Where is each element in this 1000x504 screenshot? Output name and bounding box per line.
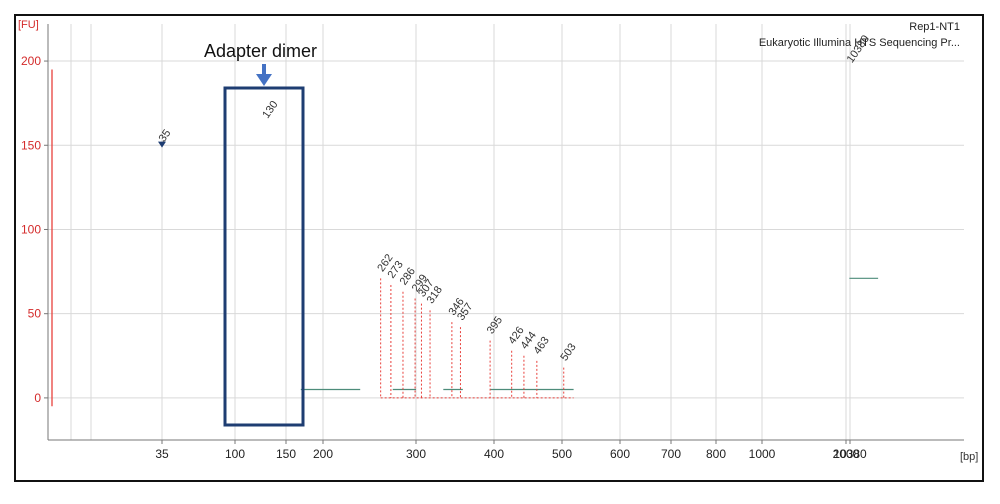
x-tick-label: 600 (610, 447, 630, 461)
x-axis-unit: [bp] (960, 451, 978, 463)
x-tick-label: 150 (276, 447, 296, 461)
x-axis-ticks: 35 100 150 200 300 400 500 600 700 800 1000 2000103… (155, 440, 867, 461)
y-tick-label: 0 (34, 391, 41, 405)
peak-label: 35 (157, 127, 174, 144)
peak-label: 130 (260, 99, 280, 121)
x-tick-label: 2000 (833, 447, 860, 461)
peak-drop-lines (380, 278, 574, 399)
y-tick-label: 150 (21, 138, 41, 152)
adapter-dimer-label: Adapter dimer (204, 41, 317, 61)
grid-lines (47, 24, 964, 441)
peak-label: 395 (485, 314, 505, 336)
y-tick-label: 50 (28, 307, 42, 321)
y-tick-label: 200 (21, 54, 41, 68)
x-tick-label: 300 (406, 447, 426, 461)
y-axis-unit: [FU] (18, 19, 39, 31)
x-tick-label: 1000 (749, 447, 776, 461)
x-tick-label: 700 (661, 447, 681, 461)
arrow-down-icon (256, 74, 272, 86)
assay-name: Eukaryotic Illumina HTS Sequencing Pr... (759, 37, 960, 49)
x-tick-label: 100 (225, 447, 245, 461)
baseline-segments (300, 277, 879, 391)
x-tick-label: 800 (706, 447, 726, 461)
y-axis-ticks: 0 50 100 150 200 (21, 54, 48, 405)
x-tick-label: 400 (484, 447, 504, 461)
x-tick-label: 200 (313, 447, 333, 461)
x-tick-label: 35 (155, 447, 169, 461)
adapter-dimer-box (223, 86, 305, 427)
x-tick-label: 500 (552, 447, 572, 461)
marker-triangle-icon (158, 141, 166, 148)
sample-name: Rep1-NT1 (909, 21, 960, 33)
electropherogram-chart: 0 50 100 150 200 35 100 150 200 300 400 500 600 700 8… (18, 19, 978, 463)
electropherogram-frame: 0 50 100 150 200 35 100 150 200 300 400 500 600 700 8… (14, 14, 984, 482)
x-tick-label: 10380 (833, 447, 867, 461)
peak-label: 503 (558, 341, 578, 363)
y-tick-label: 100 (21, 222, 41, 236)
